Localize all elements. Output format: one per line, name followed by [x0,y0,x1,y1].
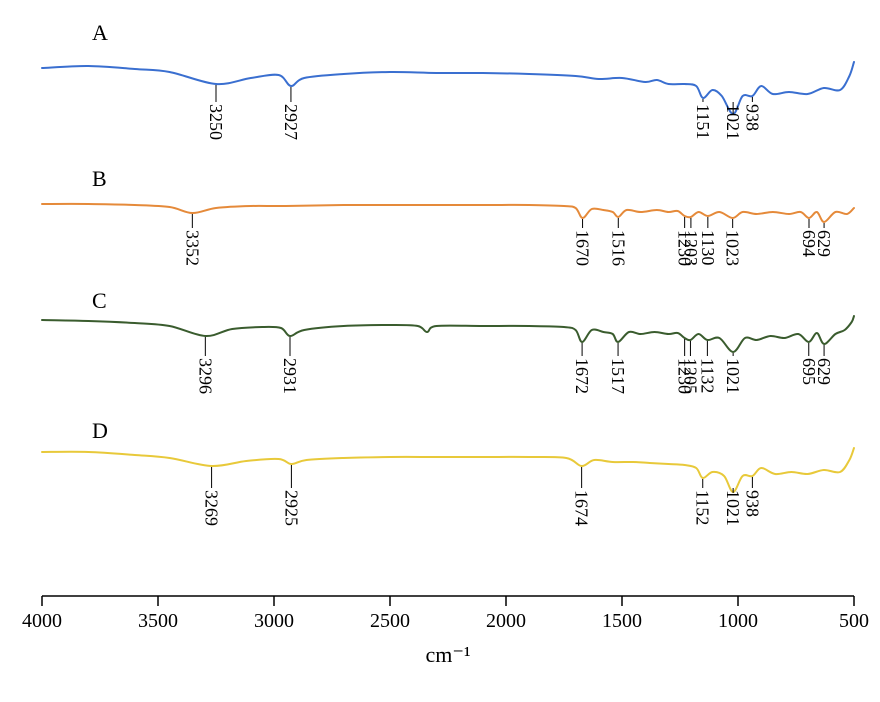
x-tick-label: 3500 [138,610,178,633]
peak-label: 1021 [724,358,742,394]
series-label-d: D [92,418,108,444]
peak-label: 938 [743,490,761,517]
peak-label: 1151 [694,104,712,139]
peak-label: 3352 [183,230,201,266]
x-tick-label: 1000 [718,610,758,633]
peak-label: 1670 [574,230,592,266]
peak-label: 1152 [694,490,712,525]
peak-label: 2927 [282,104,300,140]
peak-label: 1132 [698,358,716,393]
series-label-c: C [92,288,107,314]
peak-label: 3269 [203,490,221,526]
peak-label: 1516 [609,230,627,266]
peak-label: 1674 [573,490,591,526]
peak-label: 1021 [724,490,742,526]
x-tick-label: 3000 [254,610,294,633]
peak-label: 1517 [609,358,627,394]
peak-label: 629 [815,358,833,385]
peak-label: 2925 [282,490,300,526]
peak-label: 629 [815,230,833,257]
x-tick-label: 4000 [22,610,62,633]
x-tick-label: 500 [839,610,869,633]
x-axis-title: cm⁻¹ [425,642,470,668]
x-tick-label: 2000 [486,610,526,633]
peak-label: 3250 [207,104,225,140]
series-label-b: B [92,166,107,192]
peak-label: 1672 [573,358,591,394]
peak-label: 1021 [724,104,742,140]
x-tick-label: 1500 [602,610,642,633]
peak-label: 2931 [281,358,299,394]
series-label-a: A [92,20,108,46]
peak-label: 3296 [196,358,214,394]
ftir-chart: ABCD325029271151102193833521670151612301… [0,0,880,702]
peak-label: 938 [743,104,761,131]
x-tick-label: 2500 [370,610,410,633]
peak-label: 1130 [699,230,717,265]
peak-label: 1023 [724,230,742,266]
